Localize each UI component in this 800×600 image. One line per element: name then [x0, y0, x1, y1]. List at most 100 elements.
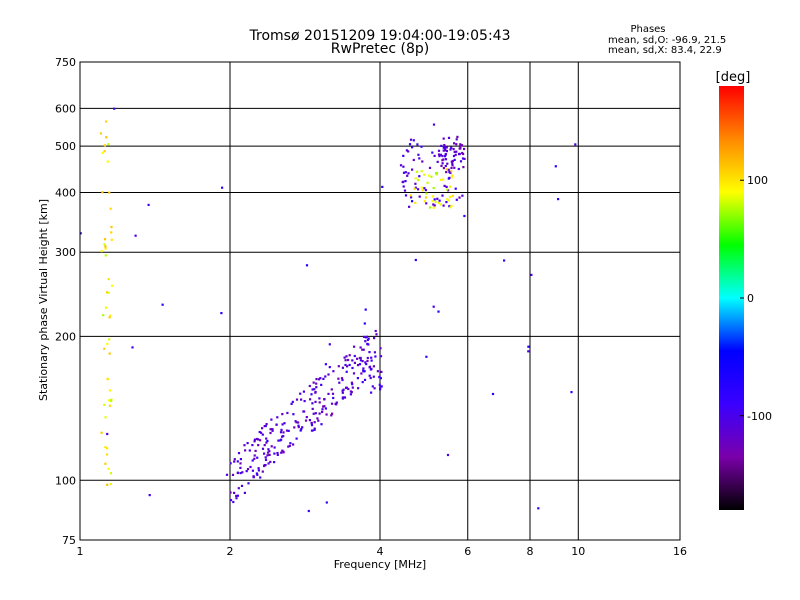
data-point [463, 157, 466, 160]
data-point [312, 381, 315, 384]
data-point [436, 197, 439, 200]
data-point [361, 360, 364, 363]
data-point [302, 410, 305, 413]
data-point [442, 178, 445, 181]
data-point [370, 391, 373, 394]
data-point [416, 170, 419, 173]
data-point [452, 154, 456, 158]
data-point [292, 413, 295, 416]
data-point [370, 356, 373, 359]
colorbar-tick-label: 0 [747, 292, 754, 305]
data-point [317, 378, 321, 381]
data-point [438, 155, 441, 158]
data-point [451, 162, 454, 165]
data-point [280, 451, 283, 454]
data-point [273, 461, 276, 464]
data-point [323, 405, 326, 408]
data-point [453, 158, 456, 161]
data-point [255, 472, 258, 475]
data-point [348, 363, 351, 367]
data-point [328, 366, 331, 369]
data-point [433, 204, 436, 207]
data-point [317, 419, 320, 422]
data-point [455, 198, 458, 201]
data-point [364, 361, 367, 364]
data-point [458, 147, 461, 150]
data-point [439, 178, 443, 181]
data-point [253, 440, 256, 443]
data-point [297, 426, 300, 429]
data-point [102, 314, 105, 317]
data-point [425, 355, 428, 358]
data-point [379, 355, 383, 358]
data-point [445, 171, 448, 174]
data-point [353, 345, 356, 348]
data-point [325, 413, 328, 416]
data-point [313, 388, 316, 391]
data-point [315, 386, 318, 389]
data-point [438, 199, 441, 202]
data-point [330, 388, 333, 391]
data-point [442, 204, 445, 207]
data-point [358, 363, 362, 366]
data-point [263, 452, 266, 455]
data-point [265, 423, 268, 426]
data-point [421, 189, 424, 192]
data-point [264, 464, 267, 467]
data-point [372, 365, 375, 368]
data-point [428, 206, 432, 209]
x-tick-label: 2 [227, 545, 234, 558]
data-point [309, 398, 312, 401]
data-point [347, 387, 350, 391]
data-point [376, 370, 379, 373]
data-point [364, 340, 367, 343]
data-point [363, 378, 367, 381]
data-point [104, 254, 107, 257]
data-point [295, 398, 299, 401]
data-point [107, 291, 110, 294]
data-point [416, 143, 419, 146]
y-tick-label: 300 [55, 246, 76, 259]
data-point [249, 465, 252, 469]
data-point [414, 258, 417, 262]
data-point [411, 146, 414, 149]
data-point [362, 335, 366, 338]
data-point [108, 389, 111, 392]
data-point [364, 308, 367, 311]
data-point [443, 184, 446, 187]
data-point [417, 153, 420, 156]
data-point [368, 374, 371, 377]
data-point [110, 238, 113, 241]
data-point [375, 333, 378, 336]
data-point [453, 150, 456, 153]
data-point [427, 174, 431, 177]
data-point [433, 198, 436, 201]
data-point [161, 303, 164, 306]
data-point [320, 423, 323, 426]
data-point [420, 170, 423, 173]
data-point [335, 401, 338, 404]
data-point [436, 160, 439, 163]
data-point [321, 410, 324, 414]
data-point [313, 428, 316, 431]
data-point [221, 186, 224, 189]
data-point [263, 464, 266, 468]
data-point [233, 460, 236, 463]
data-point [379, 347, 382, 350]
data-point [462, 152, 465, 156]
data-point [109, 399, 113, 403]
data-point [450, 166, 453, 170]
data-point [327, 392, 330, 395]
data-point [366, 338, 369, 341]
data-point [381, 185, 384, 188]
data-point [252, 475, 255, 478]
data-point [402, 165, 405, 168]
data-point [263, 444, 266, 447]
data-point [402, 185, 405, 188]
data-point [450, 204, 453, 207]
data-point [365, 363, 368, 366]
data-point [371, 385, 374, 388]
data-point [264, 458, 268, 461]
data-point [414, 182, 417, 185]
data-point [324, 375, 327, 378]
